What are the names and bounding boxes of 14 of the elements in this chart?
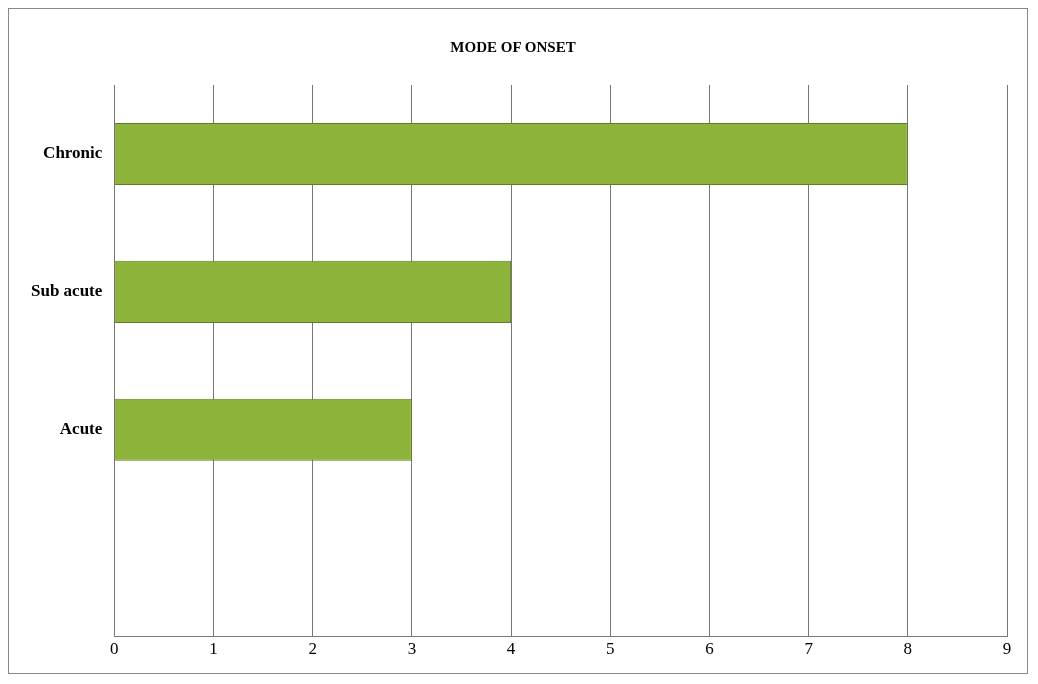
- y-tick-label: Acute: [59, 419, 103, 439]
- x-tick-label: 9: [1002, 639, 1012, 659]
- x-tick-label: 2: [308, 639, 317, 659]
- y-tick-label: Sub acute: [30, 281, 103, 301]
- x-tick-label: 8: [903, 639, 913, 659]
- x-tick-label: 4: [506, 639, 516, 659]
- x-tick-label: 1: [209, 639, 218, 659]
- y-tick-label: Chronic: [43, 143, 103, 163]
- x-tick-label: 6: [705, 639, 714, 659]
- x-tick-label: 3: [407, 639, 417, 659]
- x-tick-label: 5: [606, 639, 615, 659]
- x-tick-label: 7: [804, 639, 814, 659]
- x-tick-label: 0: [110, 639, 119, 659]
- chart-title: MODE OF ONSET: [450, 38, 576, 55]
